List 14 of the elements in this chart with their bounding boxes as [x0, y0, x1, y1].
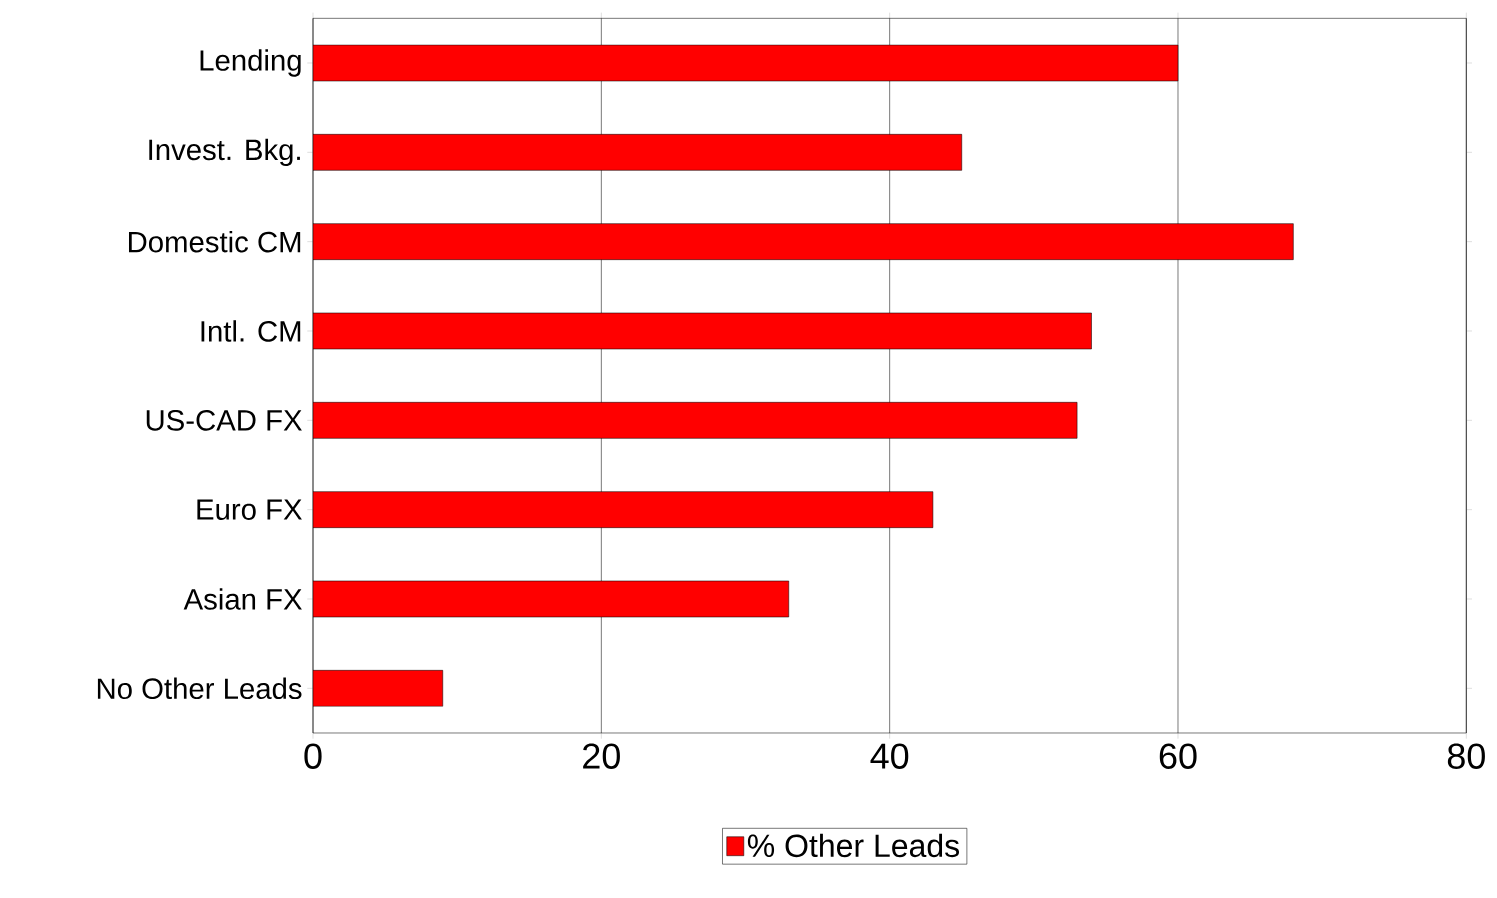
legend-label: % Other Leads — [747, 833, 960, 858]
y-tick-label: No Other Leads — [97, 677, 302, 700]
y-tick-label: US-CAD FX — [146, 409, 302, 431]
y-tick-label: Lending — [200, 49, 301, 77]
x-tick-label: 0 — [304, 743, 322, 769]
y-tick-label: Invest. Bkg. — [149, 138, 300, 166]
y-tick-label: Euro FX — [197, 499, 302, 520]
y-tick-label: Asian FX — [183, 588, 302, 610]
x-tick-label: 40 — [870, 743, 909, 769]
x-tick-label: 80 — [1447, 743, 1485, 769]
y-tick-label: Intl. CM — [201, 320, 301, 342]
y-tick-label: Domestic CM — [128, 230, 301, 253]
x-tick-label: 20 — [583, 743, 620, 769]
x-tick-label: 60 — [1159, 743, 1197, 769]
